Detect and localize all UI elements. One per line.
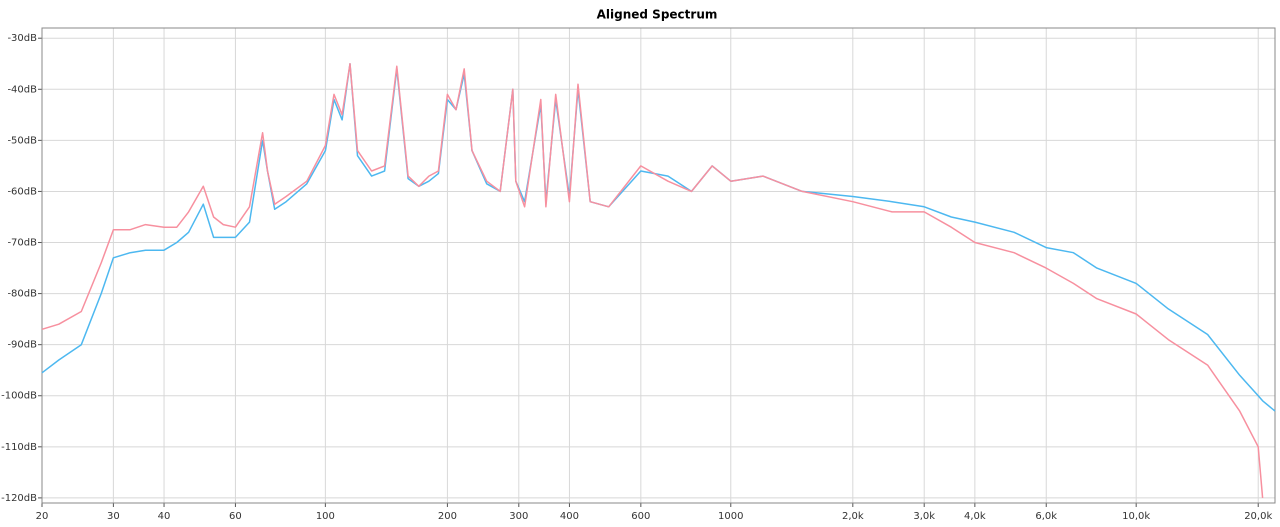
y-tick-label: -50dB	[7, 135, 37, 146]
y-tick-label: -90dB	[7, 340, 37, 351]
chart-title: Aligned Spectrum	[597, 8, 718, 22]
x-tick-label: 6,0k	[1035, 511, 1057, 522]
x-tick-label: 100	[316, 511, 335, 522]
x-tick-label: 600	[631, 511, 650, 522]
y-tick-label: -40dB	[7, 84, 37, 95]
x-tick-label: 1000	[718, 511, 743, 522]
x-tick-label: 40	[158, 511, 171, 522]
y-tick-label: -80dB	[7, 289, 37, 300]
y-tick-label: -100dB	[1, 391, 37, 402]
y-tick-label: -30dB	[7, 33, 37, 44]
x-tick-label: 4,0k	[964, 511, 986, 522]
x-tick-label: 60	[229, 511, 242, 522]
plot-frame	[41, 27, 1276, 504]
x-tick-label: 400	[560, 511, 579, 522]
x-tick-label: 20,0k	[1244, 511, 1272, 522]
y-tick-label: -70dB	[7, 238, 37, 249]
y-tick-label: -60dB	[7, 186, 37, 197]
x-tick-label: 2,0k	[842, 511, 864, 522]
x-tick-label: 200	[438, 511, 457, 522]
x-tick-label: 3,0k	[913, 511, 935, 522]
x-tick-label: 30	[107, 511, 120, 522]
x-tick-label: 10,0k	[1122, 511, 1150, 522]
x-tick-label: 300	[509, 511, 528, 522]
x-tick-label: 20	[36, 511, 49, 522]
y-tick-label: -110dB	[1, 442, 37, 453]
y-tick-label: -120dB	[1, 493, 37, 504]
series-line	[41, 63, 1264, 498]
